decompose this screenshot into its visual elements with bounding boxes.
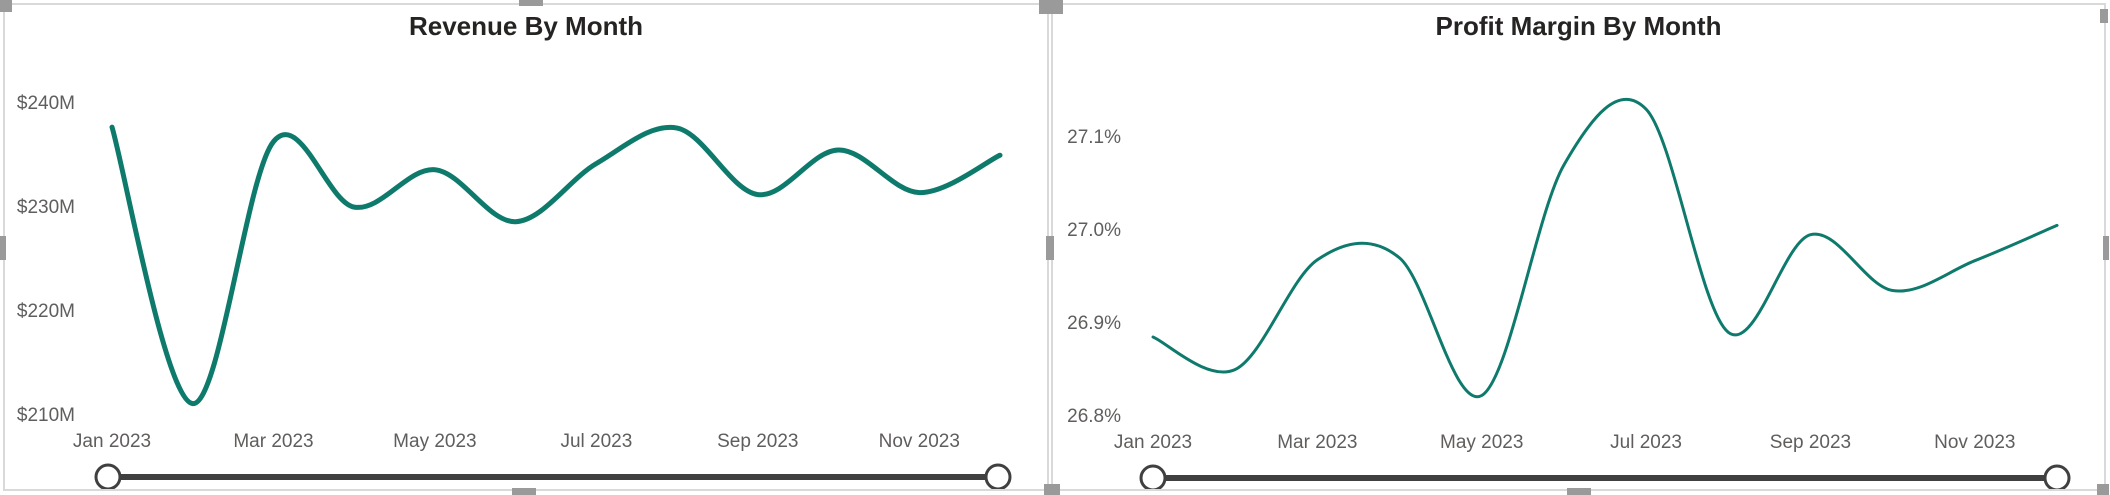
data-point[interactable] <box>1560 161 1568 169</box>
resize-handle-bottom-center[interactable] <box>512 488 536 495</box>
series-line[interactable] <box>109 124 1003 407</box>
resize-handle-top-left[interactable] <box>0 0 12 12</box>
y-tick-label: $210M <box>17 405 75 426</box>
range-slider-start-handle[interactable] <box>1139 464 1167 489</box>
data-point[interactable] <box>1642 105 1650 113</box>
data-point[interactable] <box>2053 221 2061 229</box>
x-tick-label: Sep 2023 <box>1770 432 1851 453</box>
x-tick-label: May 2023 <box>393 431 476 452</box>
data-point[interactable] <box>269 138 277 146</box>
y-tick-label: 26.8% <box>1067 406 1121 427</box>
data-point[interactable] <box>1889 286 1897 294</box>
x-tick-label: May 2023 <box>1440 432 1523 453</box>
profit-margin-line-chart[interactable]: 27.1% 27.0% 26.9% 26.8% Jan 2023 Mar 2023 May … <box>1053 5 2104 489</box>
data-point[interactable] <box>189 400 197 408</box>
data-point[interactable] <box>673 124 681 132</box>
data-point[interactable] <box>915 189 923 197</box>
data-point[interactable] <box>754 191 762 199</box>
chart-title: Profit Margin By Month <box>1435 11 1722 41</box>
data-point[interactable] <box>1806 231 1814 239</box>
resize-handle-top-center[interactable] <box>519 0 543 6</box>
revenue-line-chart[interactable]: $240M $230M $220M $210M Jan 2023 Mar 2023 May … <box>5 5 1047 489</box>
x-tick-label: Jul 2023 <box>560 431 632 452</box>
resize-handle-top-right[interactable] <box>1039 0 1063 14</box>
x-tick-label: Mar 2023 <box>233 431 313 452</box>
y-tick-label: $230M <box>17 197 75 218</box>
data-point[interactable] <box>1396 254 1404 262</box>
data-point[interactable] <box>1478 392 1486 400</box>
data-point[interactable] <box>1313 256 1321 264</box>
data-point[interactable] <box>431 166 439 174</box>
data-point[interactable] <box>1149 333 1157 341</box>
chart-title: Revenue By Month <box>408 11 644 41</box>
data-point[interactable] <box>996 151 1004 159</box>
revenue-chart-panel[interactable]: Revenue By Month $240M $230M $220M $210M Jan… <box>3 3 1049 491</box>
resize-handle-right-middle[interactable] <box>1046 236 1054 260</box>
range-slider-start-handle[interactable] <box>94 463 122 489</box>
profit-margin-chart-panel[interactable]: Profit Margin By Month 27.1% 27.0% 26.9% 26… <box>1051 3 2106 491</box>
data-point[interactable] <box>1724 328 1732 336</box>
y-tick-label: $240M <box>17 93 75 114</box>
resize-handle-far-right-top[interactable] <box>2100 9 2108 23</box>
series-line[interactable] <box>1151 97 2059 399</box>
resize-handle-far-right-bottom[interactable] <box>2097 484 2109 495</box>
y-tick-label: 26.9% <box>1067 313 1121 334</box>
resize-handle-bottom-right-center[interactable] <box>1567 488 1591 495</box>
y-tick-label: $220M <box>17 301 75 322</box>
x-tick-label: Nov 2023 <box>879 431 960 452</box>
x-tick-label: Sep 2023 <box>717 431 798 452</box>
resize-handle-far-right-middle[interactable] <box>2103 236 2109 260</box>
data-point[interactable] <box>512 218 520 226</box>
data-point[interactable] <box>1231 366 1239 374</box>
resize-handle-left-middle[interactable] <box>0 236 6 260</box>
data-point[interactable] <box>835 146 843 154</box>
resize-handle-bottom-left[interactable] <box>1044 484 1060 495</box>
x-tick-label: Jan 2023 <box>73 431 151 452</box>
data-point[interactable] <box>108 123 116 131</box>
range-slider-end-handle[interactable] <box>984 463 1012 489</box>
x-tick-label: Jul 2023 <box>1610 432 1682 453</box>
data-point[interactable] <box>1971 257 1979 265</box>
x-tick-label: Jan 2023 <box>1114 432 1192 453</box>
data-point[interactable] <box>350 203 358 211</box>
x-tick-label: Nov 2023 <box>1934 432 2015 453</box>
y-tick-label: 27.0% <box>1067 220 1121 241</box>
data-point[interactable] <box>592 159 600 167</box>
range-slider-end-handle[interactable] <box>2043 464 2071 489</box>
x-tick-label: Mar 2023 <box>1277 432 1357 453</box>
y-tick-label: 27.1% <box>1067 127 1121 148</box>
